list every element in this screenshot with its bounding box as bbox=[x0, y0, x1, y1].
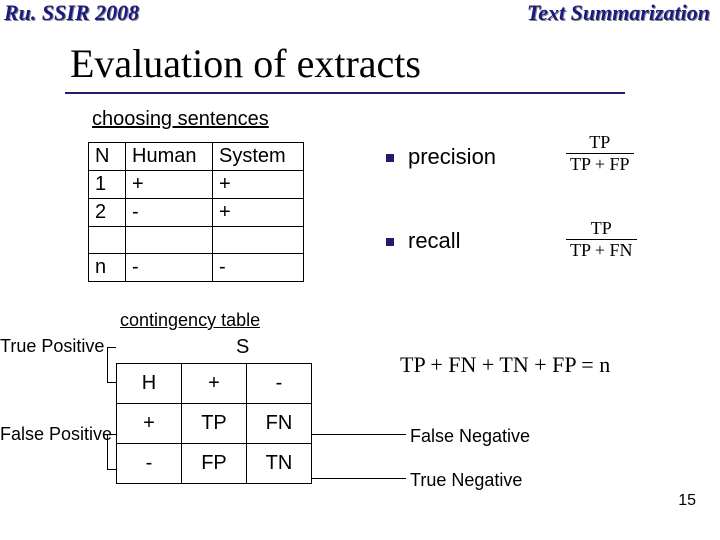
recall-formula: TP TP + FN bbox=[566, 218, 637, 261]
formula-numerator: TP bbox=[566, 132, 634, 154]
cell-system-header: System bbox=[213, 143, 304, 171]
bullet-icon bbox=[386, 238, 394, 246]
header-right: Text Summarization bbox=[527, 0, 710, 26]
page-number: 15 bbox=[678, 492, 696, 510]
precision-bullet: precision bbox=[386, 144, 496, 170]
connector-line bbox=[107, 469, 116, 470]
contingency-label: contingency table bbox=[120, 310, 260, 331]
formula-denominator: TP + FN bbox=[566, 240, 637, 261]
recall-bullet: recall bbox=[386, 228, 461, 254]
cell: TP bbox=[182, 404, 247, 444]
sum-equation: TP + FN + TN + FP = n bbox=[400, 352, 610, 378]
precision-text: precision bbox=[408, 144, 496, 169]
precision-formula: TP TP + FP bbox=[566, 132, 634, 175]
recall-text: recall bbox=[408, 228, 461, 253]
cell: TN bbox=[247, 444, 312, 484]
cell: - bbox=[126, 199, 213, 227]
connector-line bbox=[311, 434, 406, 435]
cell: - bbox=[247, 364, 312, 404]
cell: FP bbox=[182, 444, 247, 484]
cell: + bbox=[182, 364, 247, 404]
page-title: Evaluation of extracts bbox=[70, 40, 421, 87]
cell: + bbox=[213, 171, 304, 199]
connector-line bbox=[311, 478, 406, 479]
connector-line bbox=[107, 434, 108, 469]
title-underline bbox=[65, 92, 625, 94]
connector-line bbox=[107, 347, 108, 382]
connector-line bbox=[107, 434, 116, 435]
table-row bbox=[89, 227, 304, 254]
cell: - bbox=[213, 254, 304, 282]
true-positive-label: True Positive bbox=[0, 336, 104, 357]
false-positive-label: False Positive bbox=[0, 424, 112, 445]
formula-denominator: TP + FP bbox=[566, 154, 634, 175]
cell: + bbox=[126, 171, 213, 199]
choosing-sentences-label: choosing sentences bbox=[92, 108, 269, 131]
contingency-table: H + - + TP FN - FP TN bbox=[116, 363, 312, 484]
cell: FN bbox=[247, 404, 312, 444]
table-row: + TP FN bbox=[117, 404, 312, 444]
cell: + bbox=[213, 199, 304, 227]
sentences-table: N Human System 1 + + 2 - + n - - bbox=[88, 142, 304, 282]
connector-line bbox=[107, 382, 116, 383]
cell: n bbox=[89, 254, 126, 282]
cell bbox=[126, 227, 213, 254]
formula-numerator: TP bbox=[566, 218, 637, 240]
connector-line bbox=[107, 347, 116, 348]
table-row: N Human System bbox=[89, 143, 304, 171]
cell: + bbox=[117, 404, 182, 444]
s-label: S bbox=[236, 336, 249, 359]
cell bbox=[89, 227, 126, 254]
table-row: n - - bbox=[89, 254, 304, 282]
cell-n-header: N bbox=[89, 143, 126, 171]
header-left: Ru. SSIR 2008 bbox=[4, 0, 139, 26]
cell: - bbox=[126, 254, 213, 282]
cell: - bbox=[117, 444, 182, 484]
true-negative-label: True Negative bbox=[410, 470, 522, 491]
cell: 1 bbox=[89, 171, 126, 199]
bullet-icon bbox=[386, 154, 394, 162]
cell-human-header: Human bbox=[126, 143, 213, 171]
table-row: - FP TN bbox=[117, 444, 312, 484]
table-row: 1 + + bbox=[89, 171, 304, 199]
table-row: 2 - + bbox=[89, 199, 304, 227]
table-row: H + - bbox=[117, 364, 312, 404]
cell: 2 bbox=[89, 199, 126, 227]
cell bbox=[213, 227, 304, 254]
cell: H bbox=[117, 364, 182, 404]
false-negative-label: False Negative bbox=[410, 426, 530, 447]
